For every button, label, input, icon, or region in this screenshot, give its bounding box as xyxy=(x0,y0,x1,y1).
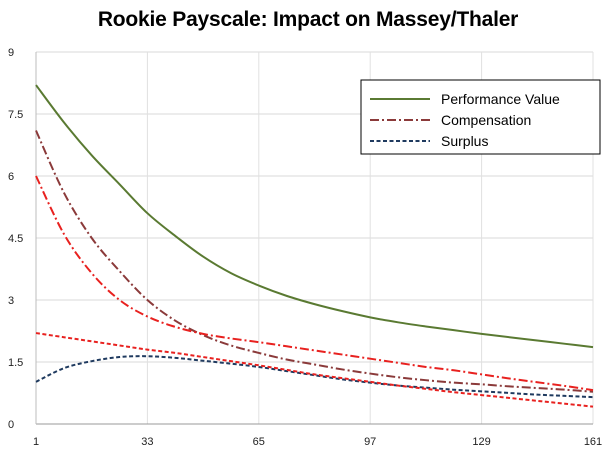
series-line-surplus xyxy=(35,355,594,399)
x-tick-label: 1 xyxy=(33,436,39,448)
series-line-compensation xyxy=(35,130,594,393)
y-tick-label: 7.5 xyxy=(8,109,23,121)
legend-label-performance-value: Performance Value xyxy=(441,91,560,107)
chart-title: Rookie Payscale: Impact on Massey/Thaler xyxy=(97,8,519,31)
x-tick-label: 129 xyxy=(472,436,490,448)
y-tick-label: 3 xyxy=(8,295,14,307)
y-tick-label: 1.5 xyxy=(8,357,23,369)
y-tick-label: 6 xyxy=(8,171,14,183)
x-tick-label: 65 xyxy=(253,436,265,448)
series-line-unlabeled-4 xyxy=(35,332,594,408)
legend-label-surplus: Surplus xyxy=(441,133,488,149)
legend: Performance Value Compensation Surplus xyxy=(360,79,601,155)
series-line-performance-value xyxy=(35,84,594,349)
y-tick-label: 0 xyxy=(8,419,14,431)
x-tick-label: 97 xyxy=(364,436,376,448)
y-tick-label: 9 xyxy=(8,47,14,59)
series-line-unlabeled-3 xyxy=(35,175,594,392)
legend-box xyxy=(360,79,601,155)
axis-layer: 0 1.5 3 4.5 6 7.5 9 1 33 65 97 129 161 xyxy=(8,47,602,448)
legend-label-compensation: Compensation xyxy=(441,112,531,128)
y-tick-label: 4.5 xyxy=(8,233,23,245)
x-tick-label: 161 xyxy=(584,436,602,448)
series-layer xyxy=(35,84,594,408)
x-tick-label: 33 xyxy=(141,436,153,448)
